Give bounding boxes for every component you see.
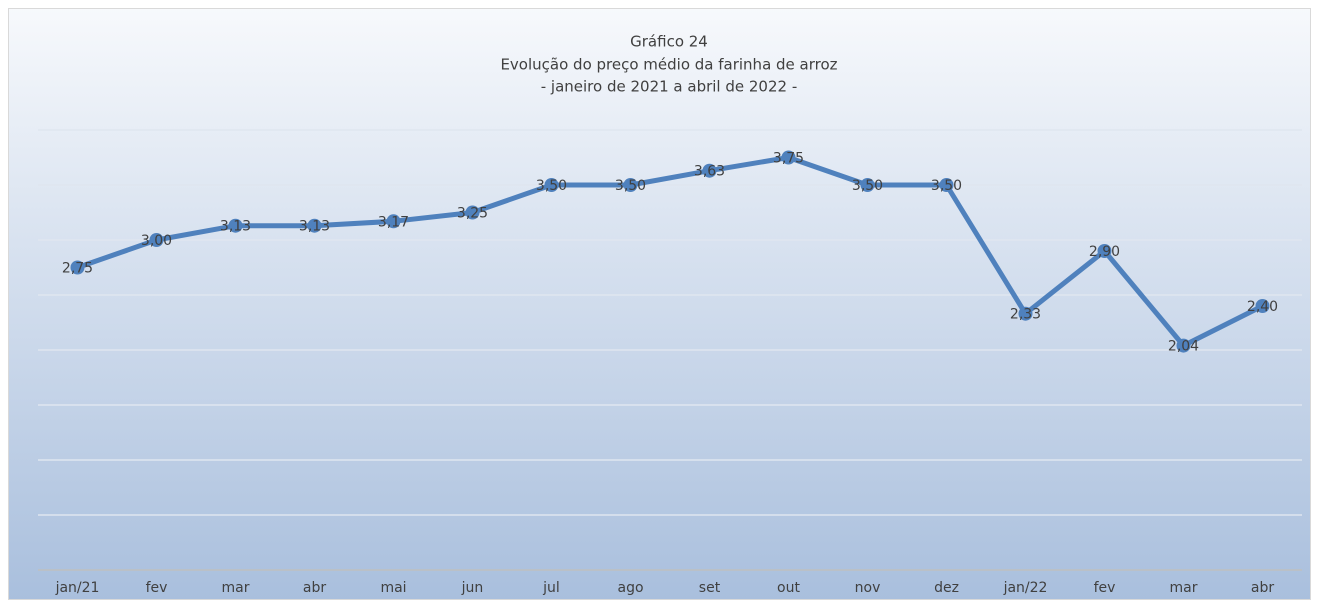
x-tick-label: jul: [542, 580, 560, 596]
x-tick-label: nov: [855, 580, 881, 596]
point: [623, 178, 638, 192]
point: [307, 218, 322, 233]
data-label: 3,50: [615, 178, 646, 194]
point: [702, 163, 717, 178]
point: [386, 214, 401, 229]
x-tick-label: dez: [934, 580, 959, 596]
x-tick-label: mar: [222, 580, 250, 596]
data-label: 2,90: [1089, 244, 1120, 260]
point: [1176, 338, 1191, 353]
x-tick-label: ago: [617, 580, 643, 596]
data-label: 3,25: [457, 206, 488, 222]
x-tick-label: fev: [1094, 580, 1116, 596]
data-label: 2,04: [1168, 339, 1199, 355]
x-tick-label: jun: [461, 580, 484, 596]
data-label: 3,50: [852, 178, 883, 194]
point: [1097, 244, 1112, 258]
chart-subtitle: Evolução do preço médio da farinha de ar…: [500, 56, 837, 74]
point: [939, 178, 954, 192]
x-tick-label: jan/21: [55, 580, 100, 596]
chart-area: [8, 8, 1311, 600]
chart-subtitle: - janeiro de 2021 a abril de 2022 -: [541, 78, 798, 96]
point: [1255, 299, 1270, 313]
point: [70, 260, 85, 275]
data-label: 3,50: [931, 178, 962, 194]
x-tick-label: mai: [380, 580, 406, 596]
data-label: 2,33: [1010, 307, 1041, 323]
x-tick-label: fev: [146, 580, 168, 596]
x-tick-label: mar: [1170, 580, 1198, 596]
data-label: 3,63: [694, 164, 725, 180]
data-label: 3,13: [299, 219, 330, 235]
x-tick-label: jan/22: [1003, 580, 1048, 596]
chart-title: Gráfico 24: [630, 33, 708, 51]
point: [228, 218, 243, 233]
point: [1018, 306, 1033, 321]
point: [781, 150, 796, 165]
point: [860, 178, 875, 192]
x-tick-label: abr: [1251, 580, 1274, 596]
data-label: 3,75: [773, 151, 804, 167]
data-label: 3,00: [141, 233, 172, 249]
data-label: 3,50: [536, 178, 567, 194]
x-tick-label: set: [699, 580, 721, 596]
point: [149, 233, 164, 247]
x-tick-label: abr: [303, 580, 326, 596]
data-label: 3,13: [220, 219, 251, 235]
x-tick-label: out: [777, 580, 800, 596]
line-series: [75, 155, 1265, 349]
data-label: 2,40: [1247, 299, 1278, 315]
data-label: 2,75: [62, 261, 93, 277]
point: [465, 205, 480, 220]
data-label: 3,17: [378, 214, 409, 230]
point: [544, 178, 559, 192]
